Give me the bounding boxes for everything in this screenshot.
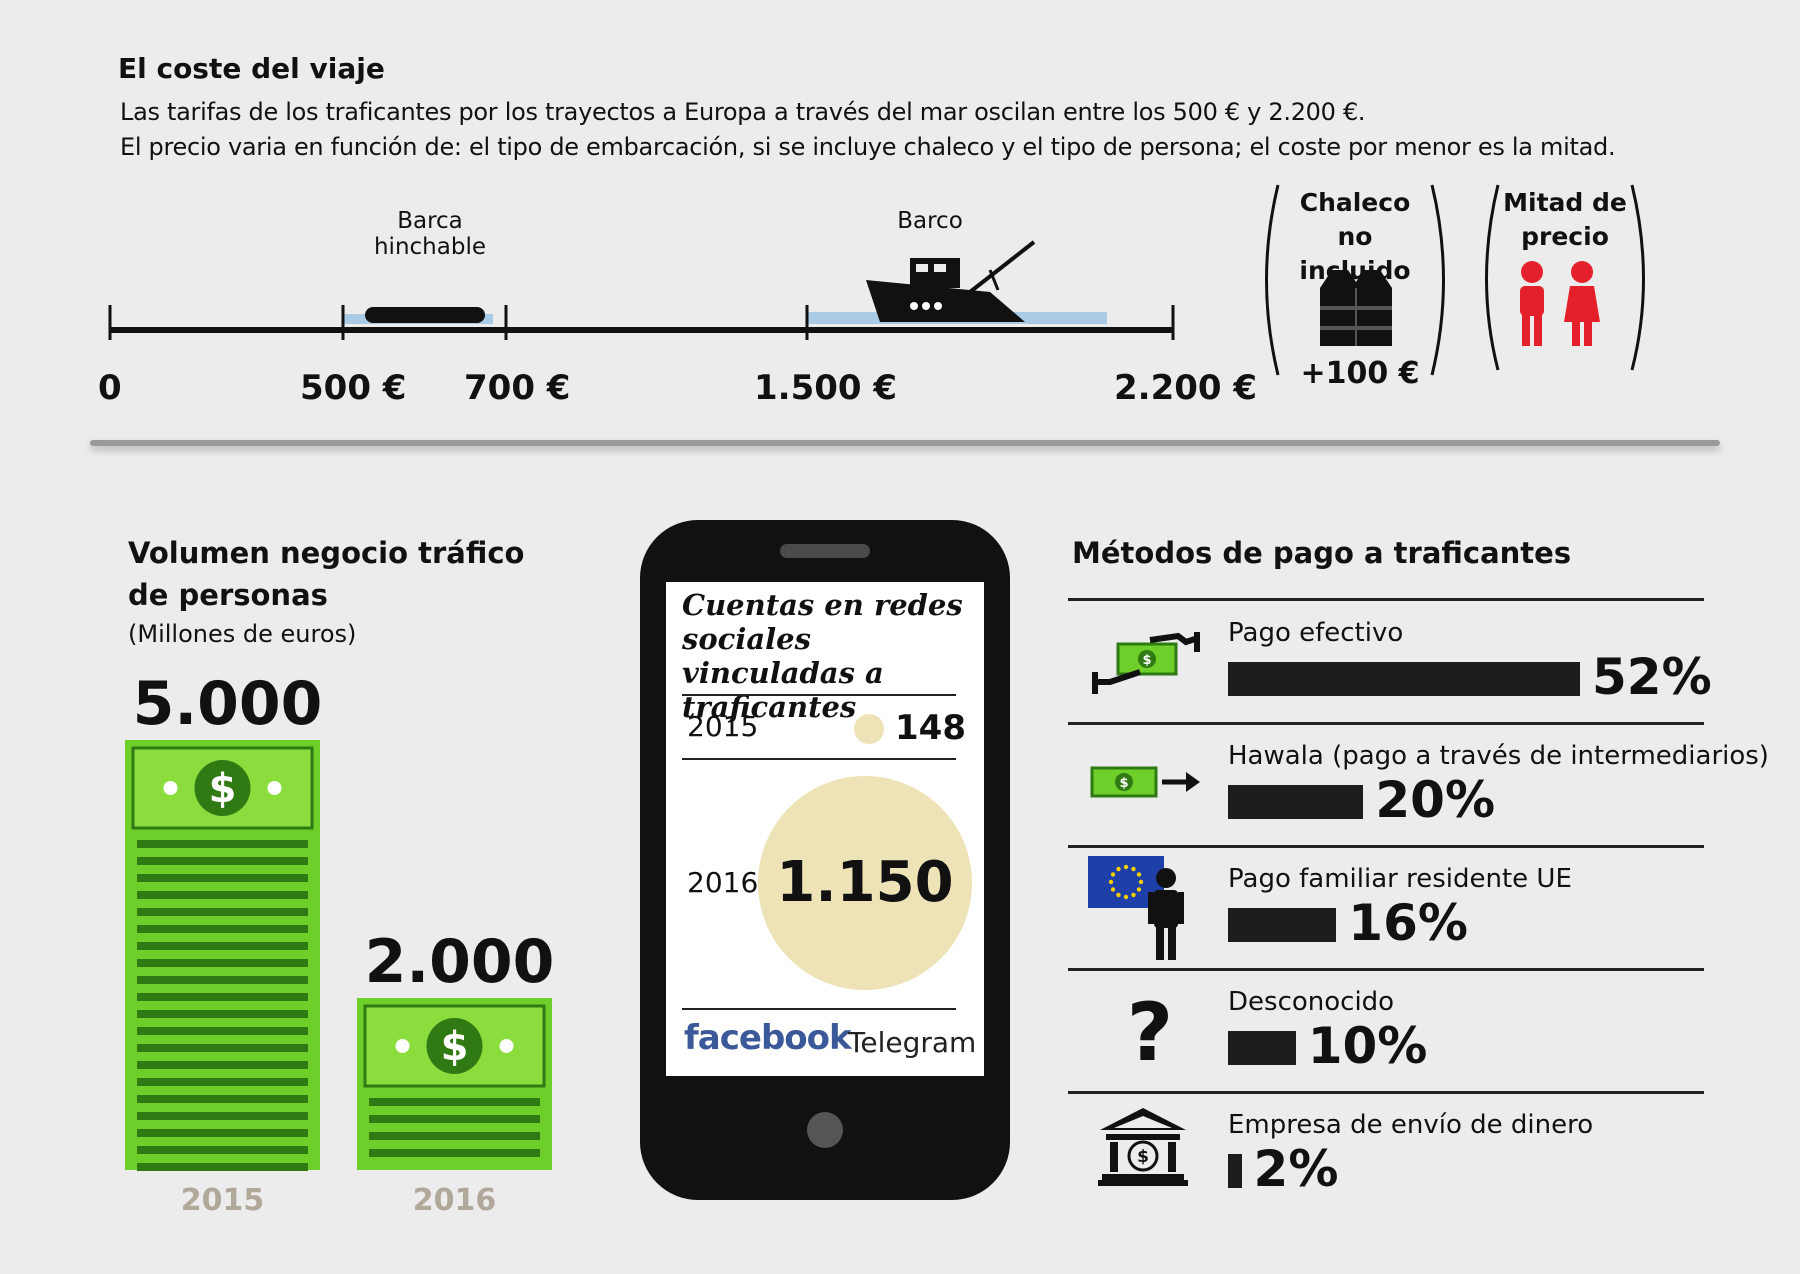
payment-divider <box>1068 968 1704 971</box>
payment-divider <box>1068 722 1704 725</box>
half-price-bracket <box>1485 184 1645 371</box>
phone-speaker <box>780 544 870 558</box>
svg-text:$: $ <box>1119 776 1128 791</box>
vest-value: +100 € <box>1300 356 1420 391</box>
vest-title: Chaleco no incluido <box>1299 188 1411 285</box>
payment-method-label: Pago familiar residente UE <box>1228 864 1572 894</box>
payment-bar <box>1228 1031 1296 1065</box>
telegram-label: Telegram <box>848 1026 977 1059</box>
payment-divider <box>1068 845 1704 848</box>
volume-bar-2015: $ <box>125 740 320 1171</box>
cost-title: El coste del viaje <box>118 52 385 85</box>
tick-label-700: 700 € <box>464 368 571 408</box>
half-price-title: Mitad de precio <box>1503 188 1627 251</box>
social-value-2015: 148 <box>895 708 966 748</box>
volume-value-label: 5.000 <box>133 669 323 739</box>
phone-home-button[interactable] <box>807 1112 843 1148</box>
payment-bar <box>1228 908 1337 942</box>
inflatable-boat-icon <box>365 307 485 323</box>
social-divider-1 <box>682 694 956 696</box>
boat-label: Barco <box>897 208 963 234</box>
money-transfer-icon: $ <box>1090 766 1200 798</box>
payment-percent-label: 10% <box>1307 1017 1428 1075</box>
payment-method-label: Hawala (pago a través de intermediarios) <box>1228 741 1769 771</box>
payment-percent-label: 20% <box>1375 771 1496 829</box>
payment-percent-label: 16% <box>1348 894 1468 952</box>
volume-unit: (Millones de euros) <box>128 620 357 648</box>
bank-icon: $ <box>1098 1108 1188 1186</box>
tick-label-0: 0 <box>98 368 122 408</box>
volume-title-line1: Volumen negocio tráfico <box>128 536 525 570</box>
svg-text:?: ? <box>1127 990 1173 1066</box>
payment-title: Métodos de pago a traficantes <box>1072 536 1572 570</box>
payment-percent-label: 52% <box>1592 648 1712 706</box>
payment-bar <box>1228 785 1364 819</box>
boat-icon <box>866 240 1036 322</box>
facebook-logo: facebook <box>684 1018 852 1058</box>
payment-bar <box>1228 662 1580 696</box>
volume-title-line2: de personas <box>128 578 328 612</box>
life-vest-icon <box>1320 270 1392 346</box>
volume-year-label: 2016 <box>413 1183 497 1218</box>
social-circle-2016 <box>758 776 972 990</box>
payment-divider <box>1068 1091 1704 1094</box>
payment-method-label: Pago efectivo <box>1228 618 1404 648</box>
social-year-2016: 2016 <box>687 866 759 899</box>
social-divider-2 <box>682 758 956 760</box>
payment-percent-label: 2% <box>1253 1140 1339 1198</box>
volume-value-label: 2.000 <box>365 927 555 997</box>
vest-bracket <box>1265 184 1445 376</box>
payment-divider <box>1068 598 1704 601</box>
social-value-2016: 1.150 <box>776 850 954 915</box>
cost-description-line2: El precio varia en función de: el tipo d… <box>120 133 1616 161</box>
dollar-sign-icon: $ <box>209 766 237 812</box>
payment-method-label: Desconocido <box>1228 987 1395 1017</box>
volume-year-label: 2015 <box>181 1183 265 1218</box>
cash-handover-icon: $ <box>1092 632 1200 694</box>
payment-method-label: Empresa de envío de dinero <box>1228 1110 1594 1140</box>
section-divider <box>90 440 1720 446</box>
eu-flag-person-icon <box>1088 856 1184 960</box>
social-circle-2015 <box>854 714 884 744</box>
social-divider-3 <box>682 1008 956 1010</box>
volume-bar-2016: $ <box>357 998 552 1170</box>
social-year-2015: 2015 <box>687 710 759 743</box>
dollar-sign-icon: $ <box>441 1024 469 1070</box>
social-title: Cuentas en redes sociales vinculadas a t… <box>682 588 963 724</box>
cost-description-line1: Las tarifas de los traficantes por los t… <box>120 98 1366 126</box>
volume-bar-chart: $5.000 2015 $2.000 2016 <box>125 669 555 1218</box>
tick-label-1500: 1.500 € <box>754 368 898 408</box>
svg-text:$: $ <box>1137 1147 1149 1167</box>
inflatable-boat-label: Barca hinchable <box>373 208 486 260</box>
tick-label-500: 500 € <box>300 368 407 408</box>
question-mark-icon: ? <box>1127 990 1173 1066</box>
price-timeline <box>108 240 1175 340</box>
payment-bar <box>1228 1154 1242 1188</box>
tick-label-2200: 2.200 € <box>1114 368 1258 408</box>
children-icon <box>1520 261 1600 346</box>
svg-text:$: $ <box>1142 653 1151 668</box>
